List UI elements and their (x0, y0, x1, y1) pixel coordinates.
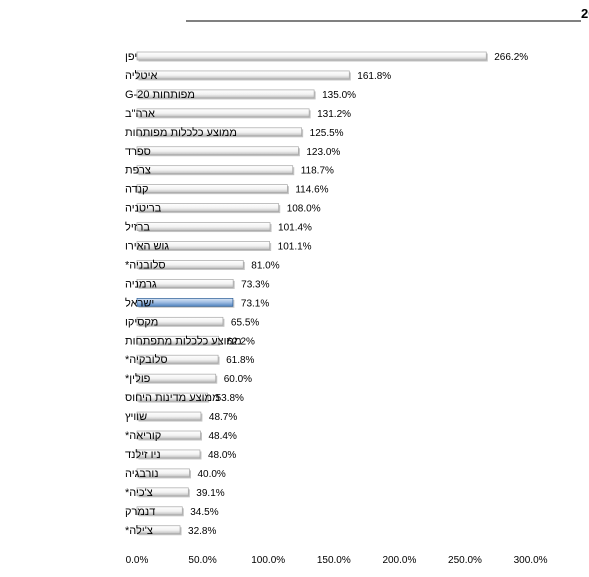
bar (136, 279, 234, 288)
category-label: מפותחות G-20 (125, 89, 195, 101)
category-label: צ'כיה* (125, 487, 153, 499)
data-label: 266.2% (494, 52, 528, 63)
bar (136, 146, 299, 156)
category-label: ישראל (125, 296, 154, 309)
category-label: צרפת (125, 165, 151, 177)
bar (136, 70, 350, 80)
bar (136, 203, 280, 212)
x-tick-label: 50.0% (188, 555, 216, 566)
bar (136, 449, 201, 459)
chart-title: השוואה בינלאומית לשיעור החוב הציבורי מהת… (581, 6, 589, 21)
data-label: 48.7% (209, 412, 237, 423)
x-tick-label: 250.0% (448, 555, 482, 566)
bar (136, 260, 244, 269)
data-label: 40.0% (197, 469, 225, 480)
data-label: 73.1% (241, 298, 269, 309)
bar (136, 184, 288, 193)
bar (136, 525, 181, 535)
bar (136, 506, 183, 516)
x-tick-label: 200.0% (382, 555, 416, 566)
bar-highlight (136, 298, 234, 307)
data-label: 114.6% (295, 185, 328, 196)
data-label: 53.8% (216, 393, 244, 404)
data-label: 81.0% (251, 260, 279, 271)
data-label: 60.0% (224, 374, 252, 385)
data-label: 123.0% (306, 147, 340, 158)
category-label: ממוצע כלכלות מתפתחות (125, 334, 242, 347)
category-label: גוש האירו (125, 241, 169, 253)
bar (136, 354, 219, 364)
data-label: 62.2% (227, 336, 255, 347)
bar (136, 51, 487, 61)
x-tick-label: 100.0% (251, 555, 285, 566)
data-label: 131.2% (317, 109, 351, 120)
category-label: צ'ילה* (125, 524, 153, 537)
bar (136, 430, 201, 440)
category-label: בריטניה (125, 203, 162, 215)
category-label: גרמניה (125, 278, 157, 290)
data-label: 48.0% (208, 450, 236, 461)
bar (136, 468, 190, 478)
category-label: ארה"ב (125, 108, 155, 120)
bar (136, 127, 303, 137)
data-label: 39.1% (196, 488, 224, 499)
x-tick-label: 300.0% (514, 555, 548, 566)
data-label: 101.4% (278, 223, 312, 234)
bar (136, 165, 294, 175)
category-label: פולין* (125, 372, 151, 385)
bar (136, 89, 315, 99)
data-label: 65.5% (231, 317, 259, 328)
category-label: קוריאה* (125, 430, 161, 442)
data-label: 32.8% (188, 526, 216, 537)
category-label: ניו זילנד (125, 448, 161, 461)
category-label: קנדה (125, 184, 149, 196)
data-label: 48.4% (209, 431, 237, 442)
data-label: 61.8% (226, 355, 254, 366)
data-label: 73.3% (241, 279, 269, 290)
category-label: איטליה (125, 69, 157, 82)
category-label: דנמרק (125, 506, 155, 518)
data-label: 161.8% (357, 71, 391, 82)
data-label: 125.5% (310, 128, 344, 139)
bar (136, 241, 270, 250)
bars-layer: יפן 266.2% איטליה 161.8% מפותחות G-20 135.0% א… (125, 51, 528, 537)
category-label: ממוצע כלכלות מפותחות (125, 126, 237, 139)
category-label: שוויץ (125, 411, 147, 423)
category-label: ברזיל (125, 221, 150, 234)
category-label: סלובניה* (125, 258, 166, 271)
data-label: 135.0% (322, 90, 356, 101)
x-tick-label: 0.0% (126, 555, 149, 566)
data-label: 34.5% (190, 507, 218, 518)
bar (136, 411, 202, 421)
bar (136, 222, 271, 231)
bar (136, 392, 208, 402)
data-label: 101.1% (278, 242, 312, 253)
category-label: יפן (125, 51, 137, 63)
data-label: 118.7% (301, 166, 334, 177)
category-label: מקסיקו (125, 316, 158, 328)
x-axis: 0.0% 50.0% 100.0% 150.0% 200.0% 250.0% 300.0% (126, 555, 548, 566)
x-tick-label: 150.0% (317, 555, 351, 566)
bar (136, 373, 217, 383)
category-label: ספרד (125, 146, 151, 158)
category-label: נורבגיה (125, 468, 159, 480)
category-label: ממוצע מדינות היחוס (125, 392, 220, 404)
category-label: סלובקיה* (125, 353, 168, 366)
bar (136, 108, 310, 118)
bar (136, 487, 189, 497)
bar (136, 316, 224, 326)
bar (136, 335, 219, 345)
data-label: 108.0% (287, 204, 321, 215)
